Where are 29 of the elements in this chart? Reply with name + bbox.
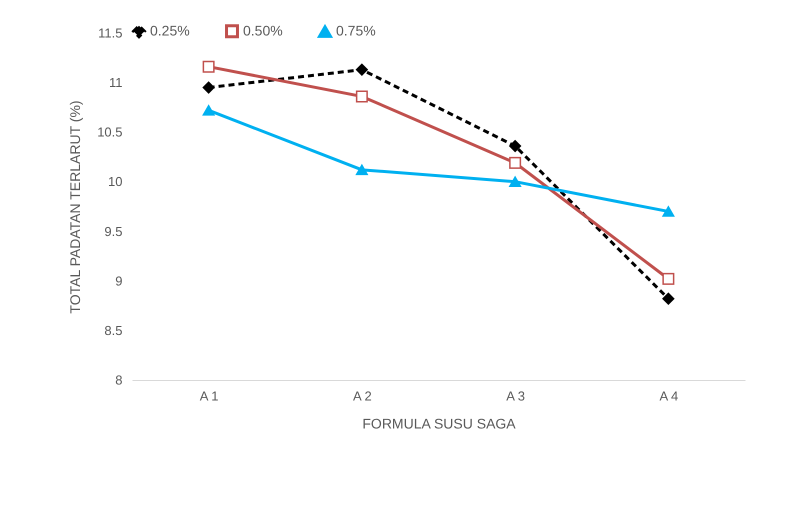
y-tick-label: 10 — [108, 174, 122, 190]
point — [509, 176, 522, 188]
x-axis-title: FORMULA SUSU SAGA — [362, 416, 516, 432]
y-tick-label: 8 — [115, 372, 122, 388]
x-tick-label: A 3 — [506, 388, 526, 404]
point — [662, 292, 674, 305]
point — [356, 164, 368, 176]
legend-label: 0.75% — [336, 22, 376, 39]
point — [509, 140, 522, 152]
point — [356, 64, 368, 76]
y-axis-title: TOTAL PADATAN TERLARUT (%) — [67, 100, 84, 314]
point — [202, 105, 215, 116]
y-tick-label: 8.5 — [104, 322, 122, 338]
point — [662, 272, 674, 285]
point — [356, 90, 368, 102]
point — [509, 156, 522, 169]
point — [202, 60, 215, 73]
y-tick-label: 11 — [109, 75, 122, 90]
x-tick-label: A 1 — [200, 388, 219, 404]
y-tick-label: 9 — [115, 273, 122, 288]
point — [662, 206, 674, 217]
y-tick-label: 9.5 — [104, 224, 122, 239]
point — [202, 82, 215, 94]
legend-label: 0.50% — [243, 22, 283, 38]
x-tick-label: A 4 — [659, 388, 678, 404]
x-tick-label: A 2 — [352, 388, 372, 404]
y-tick-label: 10.5 — [97, 124, 122, 140]
y-tick-label: 11.5 — [98, 26, 122, 40]
legend-label: 0.25% — [150, 22, 190, 38]
